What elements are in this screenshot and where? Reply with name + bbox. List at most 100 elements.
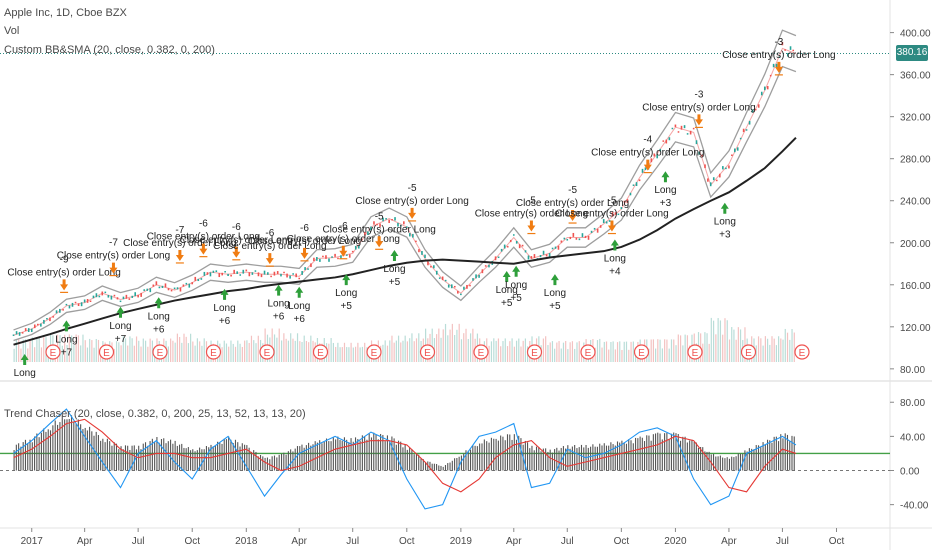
volume-bar [793,332,795,362]
earnings-marker-label: E [478,348,485,359]
volume-bar [285,338,287,362]
long-entry-label: Long [714,217,736,228]
long-entry-qty: +5 [549,301,561,312]
candle [484,265,487,267]
osc-histogram-bar [440,465,442,471]
volume-bar [515,340,518,362]
candle [134,292,137,297]
earnings-marker-label: E [799,348,806,359]
candle [101,291,104,296]
trend-chaser-oscillator: 80.00 40.00 0.00 -40.00 [0,398,929,512]
volume-bar [409,338,411,362]
exit-label: Close entry(s) order Long [213,241,326,252]
candle [74,301,77,304]
candle [778,56,781,58]
trade-signals: LongLong+7Long+7Long+6Long+6Long+6Long+6… [7,37,835,379]
osc-histogram-bar [735,456,737,471]
earnings-marker-label: E [157,348,164,359]
candle [95,293,98,298]
osc-histogram-bar [201,449,203,471]
osc-histogram-bar [350,438,352,471]
osc-histogram-bar [648,435,650,471]
candle [310,263,312,268]
osc-histogram-bar [513,434,515,471]
candle [754,108,757,111]
earnings-marker [526,344,543,360]
osc-histogram-bar [352,441,354,471]
volume-bar [43,337,45,362]
long-entry-label: Long [213,303,235,314]
volume-bar [82,334,84,362]
osc-histogram-bar [766,439,769,471]
candle [301,271,303,275]
time-tick-label: Jul [776,536,789,547]
candle [469,284,471,287]
osc-histogram-bar [592,444,594,471]
exit-label: Close entry(s) order Long [123,238,236,249]
candle [533,254,536,259]
candle [236,271,238,274]
osc-histogram-bar [323,441,325,471]
osc-histogram-bar [91,431,93,471]
volume-bar [556,342,558,362]
earnings-marker [312,344,329,360]
volume-bar [465,328,467,362]
candle [722,166,724,170]
volume-bar [22,339,24,362]
candle [77,303,80,307]
candle [348,254,351,258]
candle [89,300,92,303]
candle [125,294,128,299]
volume-bar [133,345,135,362]
candle [98,295,101,298]
time-tick-label: Oct [614,536,630,547]
candle [322,255,324,258]
candle [239,274,242,276]
osc-histogram-bar [47,429,49,471]
osc-histogram-bar [234,439,237,471]
osc-histogram-bar [181,443,183,471]
candle [515,240,518,244]
osc-histogram-bar [370,437,373,471]
volume-bar [677,334,679,362]
volume-bar [244,340,246,362]
volume-bar [706,333,708,362]
osc-histogram-bar [158,442,160,471]
osc-histogram-bar [294,448,296,471]
long-entry-qty: +3 [719,230,731,241]
candle [325,255,327,259]
candle [286,273,288,278]
volume-bar [142,338,144,362]
osc-histogram-bar [346,439,348,471]
time-tick-label: Apr [291,536,307,547]
volume-bar [149,338,151,362]
osc-histogram-bar [45,431,47,471]
candle [92,295,95,299]
long-entry-label: Long [14,368,36,379]
osc-histogram-bar [368,433,370,471]
volume-bar [400,342,402,362]
long-entry-arrow [550,274,559,286]
candle [185,282,188,285]
volume-bar [66,344,68,362]
candle [152,284,155,287]
exit-label: Close entry(s) order Long [322,224,435,235]
candle [394,217,396,221]
candle [599,225,602,228]
volume-bar [174,342,176,362]
volume-bar [147,346,149,362]
candle [766,86,769,90]
osc-histogram-bar [697,447,700,471]
osc-histogram-bar [391,436,393,471]
volume-bar [719,320,722,362]
volume-bar [27,348,29,362]
candle [179,287,182,292]
osc-histogram-bar [695,442,697,471]
candle [289,275,291,279]
volume-bar [276,337,278,362]
candle [701,154,703,157]
long-entry-qty: +5 [510,293,522,304]
osc-histogram-bar [18,443,20,471]
volume-bar [630,341,632,362]
exit-label: Close entry(s) order Long [7,267,120,278]
